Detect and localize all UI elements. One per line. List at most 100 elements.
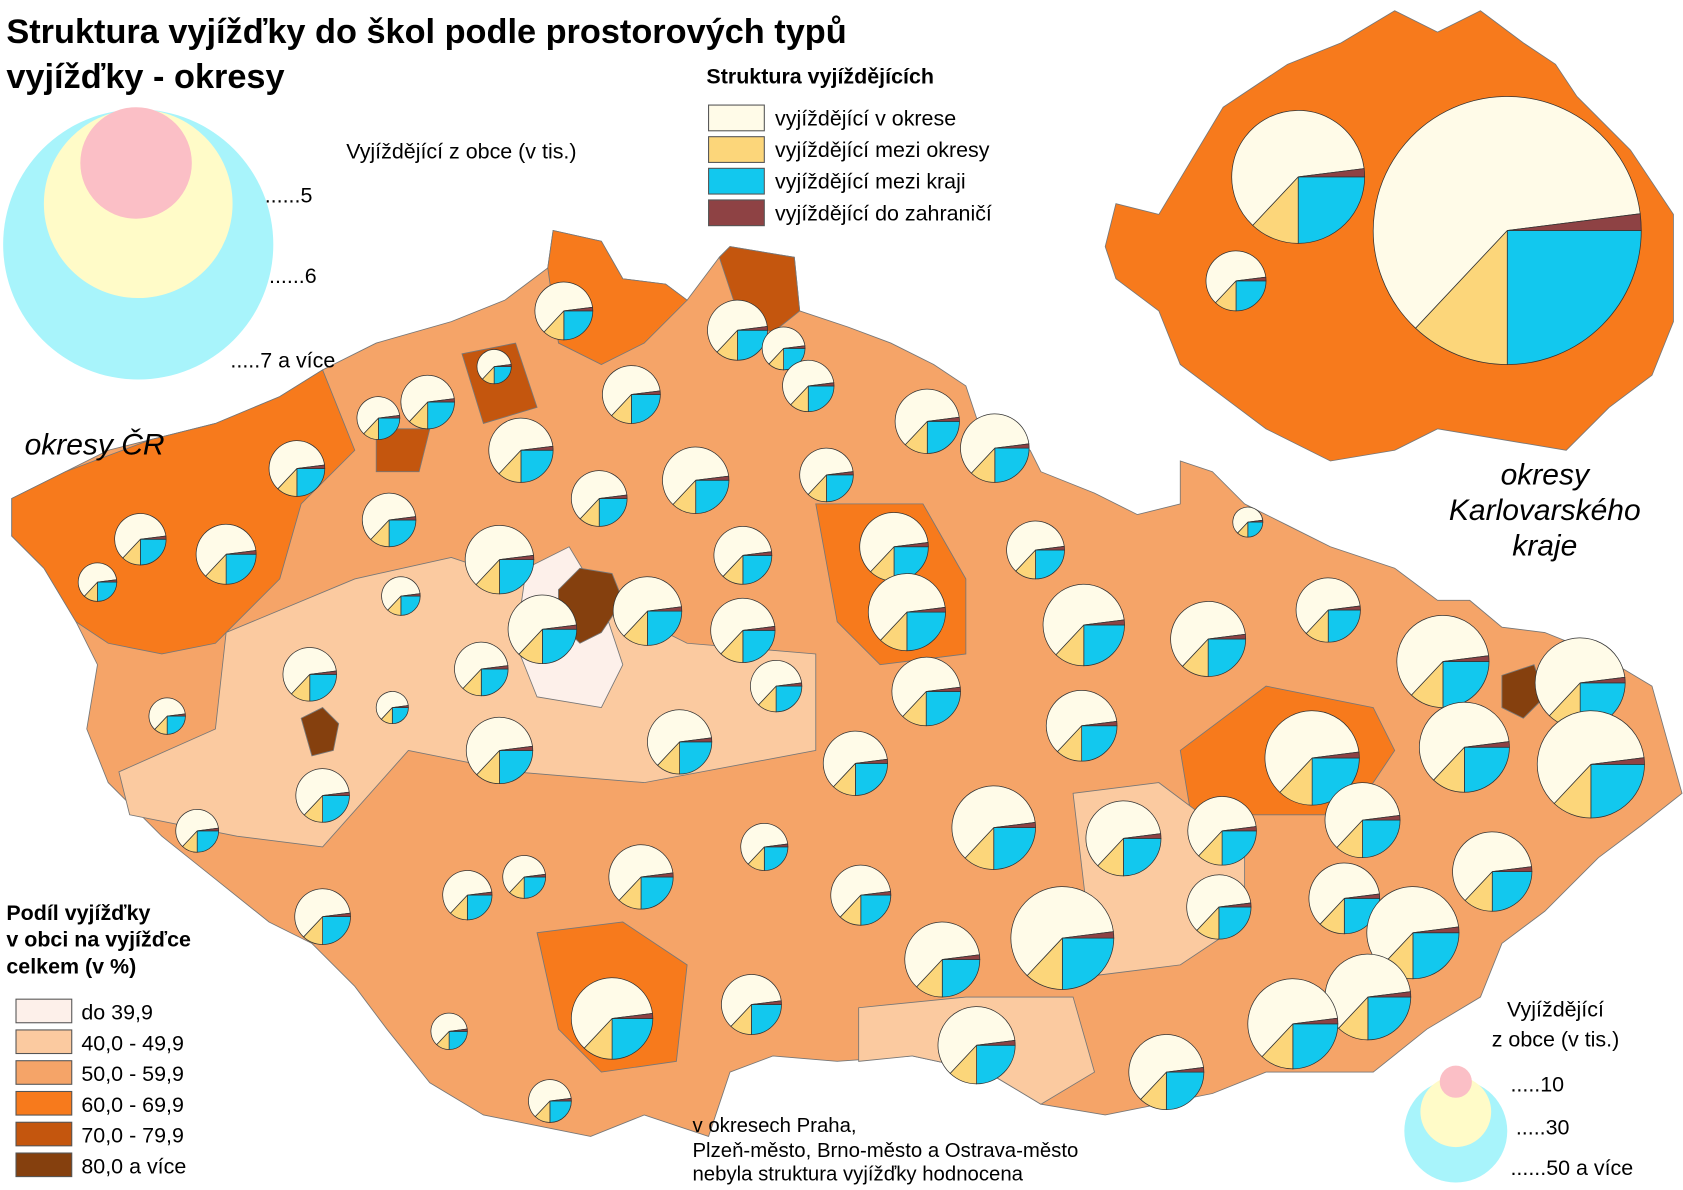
pie-slice (361, 492, 417, 541)
pie-slice (750, 660, 803, 706)
pie-slice (761, 326, 806, 365)
pie-slice (611, 1018, 654, 1060)
pie-slice (994, 447, 1030, 483)
pie-slice (1396, 615, 1490, 696)
pie (534, 281, 594, 341)
legend-title: celkem (v %) (6, 954, 136, 978)
map-label: kraje (1512, 529, 1577, 562)
pie-slice (826, 474, 854, 503)
pie-slice (1165, 1071, 1205, 1110)
pie (1396, 615, 1490, 708)
pie-slice (1045, 690, 1118, 753)
pie-slice (295, 768, 350, 816)
pie-slice (960, 413, 1030, 474)
pie-slice (860, 894, 892, 926)
pie-slice (400, 595, 421, 616)
pie-slice (808, 382, 835, 387)
pie-slice (1308, 862, 1380, 925)
pie-slice (427, 401, 455, 430)
pie (294, 888, 351, 945)
pie-slice (740, 823, 789, 865)
pie (1045, 690, 1118, 762)
pie-slice (400, 374, 455, 423)
pie-slice (1414, 229, 1508, 365)
share-legend: do 39,9 40,0 - 49,9 50,0 - 59,9 60,0 - 69,9… (15, 998, 186, 1178)
pie-slice (507, 594, 577, 655)
pie (476, 349, 512, 385)
pie-slice (1452, 831, 1533, 902)
pie-slice (612, 1012, 654, 1019)
pie-slice (742, 551, 773, 556)
pie (195, 523, 257, 585)
note: Plzeň-město, Brno-město a Ostrava-město (692, 1140, 1078, 1162)
pie-slice (1186, 874, 1252, 931)
pie-slice (775, 685, 803, 713)
size-label: .....7 a více (230, 349, 335, 373)
pie-slice (822, 730, 888, 788)
pie-slice (377, 417, 401, 440)
pie-slice (737, 329, 768, 361)
pie-slice (480, 668, 509, 697)
pie (570, 470, 628, 527)
legend-title: z obce (v tis.) (1492, 1027, 1619, 1051)
pie-slice (993, 821, 1036, 829)
pie-slice (710, 597, 776, 655)
pie-slice (1123, 833, 1162, 839)
pie (750, 660, 803, 713)
district-dark (375, 428, 431, 473)
pie-slice (1312, 751, 1360, 759)
legend-swatch (708, 136, 765, 163)
pie-slice (454, 641, 509, 690)
pie-slice (571, 977, 653, 1049)
pie-slice (679, 737, 713, 743)
pie-slice (855, 758, 888, 764)
pie-slice (941, 959, 981, 998)
pie (528, 1079, 572, 1123)
pie-slice (427, 398, 455, 403)
pie (1042, 583, 1125, 667)
pie-slice (631, 390, 661, 395)
pie (1372, 96, 1642, 365)
pie-slice (467, 891, 493, 896)
pie-slice (1327, 609, 1361, 643)
pie-slice (226, 550, 257, 555)
pie (1536, 710, 1645, 819)
pie-slice (1344, 893, 1381, 899)
pie-slice (906, 611, 946, 652)
district-darkest (300, 707, 340, 757)
pie (295, 768, 350, 823)
legend-label: do 39,9 (81, 1001, 153, 1025)
pie-slice (549, 1100, 572, 1123)
legend-swatch (708, 199, 765, 227)
legend-swatch (15, 1060, 73, 1085)
pie-slice (925, 691, 961, 727)
legend-label: vyjíždějící mezi okresy (775, 138, 990, 162)
note: v okresech Praha, (692, 1115, 856, 1137)
pie-slice (1085, 800, 1162, 867)
pie-slice (1506, 230, 1642, 365)
pie-slice (309, 673, 337, 702)
pie (148, 697, 186, 735)
pie (1324, 953, 1412, 1041)
pie-slice (927, 416, 960, 422)
legend-label: vyjíždějící do zahraničí (775, 201, 992, 225)
pie-slice (167, 713, 186, 717)
pie-slice (602, 365, 661, 417)
pie-slice (139, 538, 167, 566)
pie-slice (764, 843, 789, 848)
pie-slice (502, 855, 546, 894)
pie-slice (464, 524, 534, 586)
legend-swatch (708, 104, 765, 132)
map-label: okresy (1501, 459, 1591, 492)
pie-slice (375, 691, 409, 720)
legend-label: 50,0 - 59,9 (81, 1062, 184, 1086)
pie-slice (993, 827, 1036, 870)
pie-slice (599, 494, 628, 499)
legend-title: Vyjíždějící (1507, 997, 1604, 1021)
pie-slice (707, 299, 768, 353)
pie-slice (392, 705, 409, 708)
pie-slice (1235, 280, 1267, 312)
pie-slice (282, 647, 337, 695)
pie-slice (1218, 906, 1252, 940)
pie-slice (904, 921, 980, 988)
